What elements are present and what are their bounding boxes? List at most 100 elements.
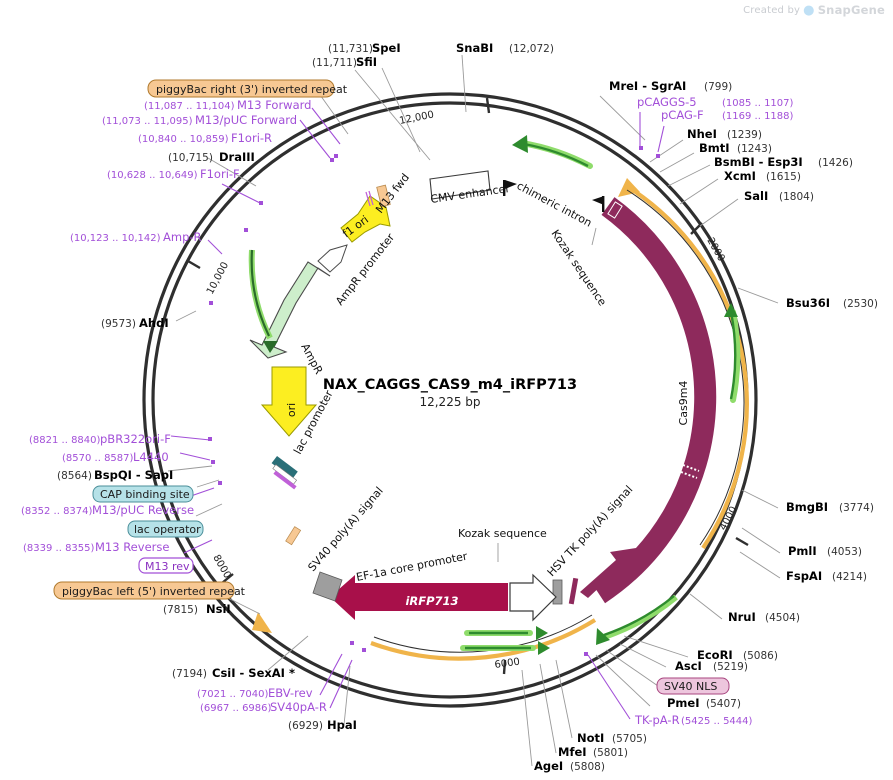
label-ecori[interactable]: EcoRI (5086) xyxy=(697,648,778,662)
boxed-label-text: piggyBac right (3') inverted repeat xyxy=(156,83,348,96)
label-sali[interactable]: SalI (1804) xyxy=(744,189,814,203)
enzyme-pos: (2530) xyxy=(843,298,878,310)
label-bsu36i[interactable]: Bsu36I (2530) xyxy=(786,296,878,310)
label-pbr322ori-f[interactable]: (8821 .. 8840) pBR322ori-F xyxy=(29,432,171,446)
enzyme-name: CsiI - SexAI * xyxy=(212,666,295,680)
boxed-label-lac-operator[interactable]: lac operator xyxy=(127,520,204,538)
label-sfii[interactable]: (11,711) SfiI xyxy=(312,55,377,69)
chimeric-intron-feature: chimeric intron xyxy=(503,179,605,230)
ampr-feature-arrow: AmpR xyxy=(248,249,331,377)
primer-name: EBV-rev xyxy=(268,686,313,700)
enzyme-name: FspAI xyxy=(786,569,822,583)
enzyme-pos: (8564) xyxy=(57,470,92,482)
primer-range: (10,628 .. 10,649) xyxy=(107,170,198,181)
enzyme-name: Bsu36I xyxy=(786,296,830,310)
enzyme-name: XcmI xyxy=(724,169,756,183)
label-nsii[interactable]: (7815) NsiI xyxy=(163,602,231,616)
label-m13-forward[interactable]: (11,087 .. 11,104) M13 Forward xyxy=(144,98,311,112)
enzyme-name: AscI xyxy=(675,659,702,673)
label-mrei-sgrai[interactable]: MreI - SgrAI (799) xyxy=(609,79,732,93)
enzyme-name: MfeI xyxy=(558,745,587,759)
label-noti[interactable]: NotI (5705) xyxy=(577,731,647,745)
enzyme-name: MreI - SgrAI xyxy=(609,79,686,93)
boxed-label-text: piggyBac left (5') inverted repeat xyxy=(62,585,246,598)
enzyme-name: BsmBI - Esp3I xyxy=(714,155,803,169)
boxed-label-sv40-nls[interactable]: SV40 NLS xyxy=(656,677,730,695)
enzyme-pos: (5808) xyxy=(570,761,605,773)
primer-range: (7021 .. 7040) xyxy=(197,689,269,700)
primer-name: L4440 xyxy=(133,450,169,464)
primer-name: pCAG-F xyxy=(661,108,704,122)
label-amp-r[interactable]: (10,123 .. 10,142) Amp-R xyxy=(70,230,202,244)
label-bmti[interactable]: BmtI (1243) xyxy=(699,141,772,155)
enzyme-pos: (9573) xyxy=(101,318,136,330)
snapgene-watermark: Created by ● SnapGene xyxy=(743,3,885,17)
primer-range: (8352 .. 8374) xyxy=(21,506,93,517)
plasmid-size: 12,225 bp xyxy=(419,395,480,409)
label-nhei[interactable]: NheI (1239) xyxy=(687,127,762,141)
feature-label-irfp713: iRFP713 xyxy=(405,594,458,608)
label-sv40pa-r[interactable]: (6967 .. 6986) SV40pA-R xyxy=(200,700,327,714)
primer-range: (8821 .. 8840) xyxy=(29,435,101,446)
label-csii-sexai[interactable]: (7194) CsiI - SexAI * xyxy=(172,666,295,680)
enzyme-name: NsiI xyxy=(206,602,231,616)
label-agei[interactable]: AgeI (5808) xyxy=(534,759,605,773)
label-asci[interactable]: AscI (5219) xyxy=(675,659,748,673)
enzyme-pos: (4053) xyxy=(827,546,862,558)
enzyme-pos: (5086) xyxy=(743,650,778,662)
label-bsmbi-esp3i[interactable]: BsmBI - Esp3I (1426) xyxy=(714,155,853,169)
enzyme-name: NruI xyxy=(728,610,756,624)
label-snabi[interactable]: SnaBI (12,072) xyxy=(456,41,554,55)
primer-range: (1169 .. 1188) xyxy=(722,111,794,122)
primer-name: F1ori-R xyxy=(231,131,272,145)
boxed-label-m13-rev[interactable]: M13 rev xyxy=(138,557,194,574)
boxed-label-text: M13 rev xyxy=(145,560,190,573)
enzyme-pos: (5801) xyxy=(593,747,628,759)
label-pmei[interactable]: PmeI (5407) xyxy=(667,696,741,710)
label-draiii[interactable]: (10,715) DraIII xyxy=(168,150,255,164)
label-pcag-f[interactable]: pCAG-F (1169 .. 1188) xyxy=(661,108,794,122)
primer-range: (11,087 .. 11,104) xyxy=(144,101,235,112)
primer-name: TK-pA-R xyxy=(634,713,680,727)
label-f1ori-r[interactable]: (10,840 .. 10,859) F1ori-R xyxy=(138,131,272,145)
label-bmgbi[interactable]: BmgBI (3774) xyxy=(786,500,874,514)
boxed-label-cap-binding-site[interactable]: CAP binding site xyxy=(92,485,194,503)
label-l4440[interactable]: (8570 .. 8587) L4440 xyxy=(62,450,169,464)
label-m13-reverse[interactable]: (8339 .. 8355) M13 Reverse xyxy=(23,540,169,554)
ampr-promoter-feature: AmpR promoter xyxy=(317,231,397,308)
label-pmli[interactable]: PmlI (4053) xyxy=(788,544,862,558)
primer-name: M13 Reverse xyxy=(95,540,169,554)
label-fspai[interactable]: FspAI (4214) xyxy=(786,569,867,583)
orange-region-arrowheads xyxy=(252,178,640,633)
label-xcmi[interactable]: XcmI (1615) xyxy=(724,169,801,183)
label-f1ori-f[interactable]: (10,628 .. 10,649) F1ori-F xyxy=(107,167,240,181)
label-ebv-rev[interactable]: (7021 .. 7040) EBV-rev xyxy=(197,686,313,700)
label-nrui[interactable]: NruI (4504) xyxy=(728,610,800,624)
label-m13-puc-reverse[interactable]: (8352 .. 8374) M13/pUC Reverse xyxy=(21,503,194,517)
feature-label-chimeric-intron: chimeric intron xyxy=(515,179,594,229)
primer-name: pBR322ori-F xyxy=(100,432,171,446)
enzyme-pos: (3774) xyxy=(839,502,874,514)
label-ahdi[interactable]: (9573) AhdI xyxy=(101,316,169,330)
label-m13-puc-forward[interactable]: (11,073 .. 11,095) M13/pUC Forward xyxy=(102,113,297,127)
enzyme-name: EcoRI xyxy=(697,648,733,662)
label-spei[interactable]: (11,731) SpeI xyxy=(328,41,401,55)
boxed-label-piggybac-left[interactable]: piggyBac left (5') inverted repeat xyxy=(53,581,246,600)
enzyme-name: BmtI xyxy=(699,141,730,155)
feature-label-sv40-polya: SV40 poly(A) signal xyxy=(305,484,385,574)
primer-range: (1085 .. 1107) xyxy=(722,98,794,109)
ori-feature: ori xyxy=(260,366,318,437)
enzyme-pos: (4214) xyxy=(832,571,867,583)
label-pcaggs-5[interactable]: pCAGGS-5 (1085 .. 1107) xyxy=(637,95,794,109)
label-hpai[interactable]: (6929) HpaI xyxy=(288,718,357,732)
label-tk-pa-r[interactable]: TK-pA-R (5425 .. 5444) xyxy=(634,713,753,727)
primer-range: (10,123 .. 10,142) xyxy=(70,233,161,244)
enzyme-name: SpeI xyxy=(372,41,401,55)
irfp713-feature: iRFP713 xyxy=(330,575,508,620)
label-bspqi-sapi[interactable]: (8564) BspQI - SapI xyxy=(57,468,173,482)
enzyme-pos: (5705) xyxy=(612,733,647,745)
boxed-label-text: lac operator xyxy=(134,523,201,536)
boxed-label-piggybac-right[interactable]: piggyBac right (3') inverted repeat xyxy=(147,79,348,98)
label-mfei[interactable]: MfeI (5801) xyxy=(558,745,628,759)
